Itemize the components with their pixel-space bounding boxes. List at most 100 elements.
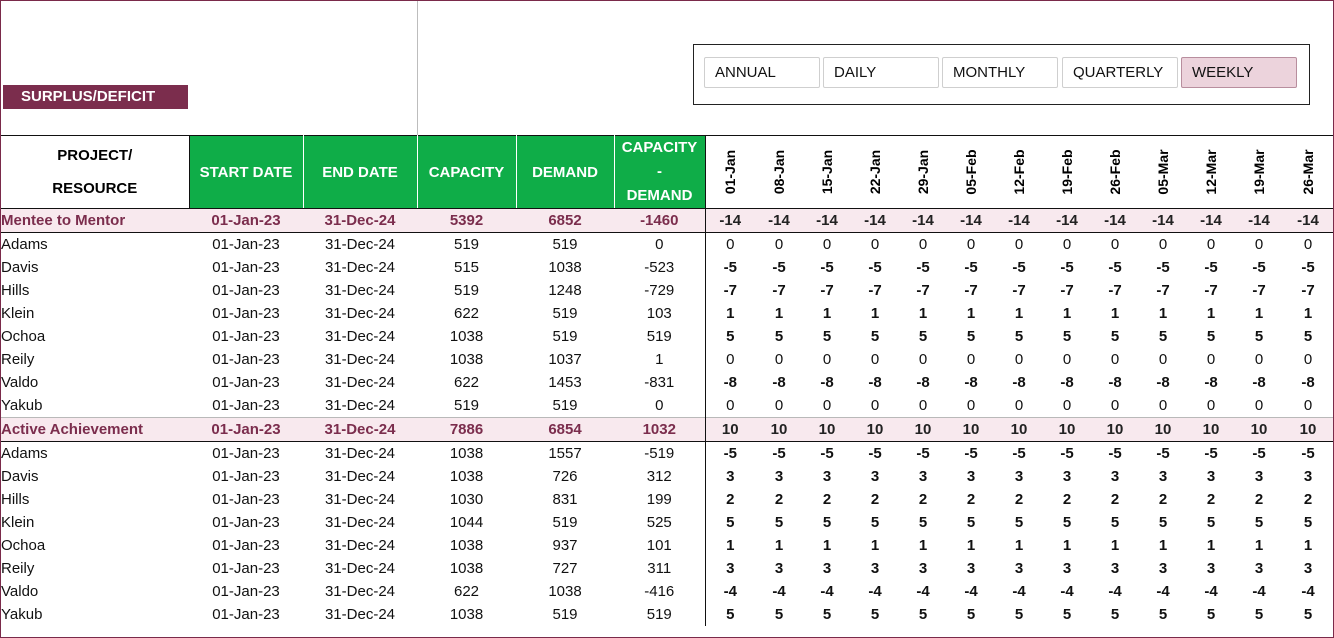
weekly-value-cell[interactable]: -8 <box>1252 374 1266 391</box>
weekly-value-cell[interactable]: -8 <box>1204 374 1218 391</box>
weekly-value-cell[interactable]: 3 <box>1110 560 1120 577</box>
weekly-value-cell[interactable]: -5 <box>772 445 786 462</box>
weekly-value-cell[interactable]: 5 <box>966 514 976 531</box>
weekly-value-cell[interactable]: -8 <box>1108 374 1122 391</box>
capacity-minus-demand-cell[interactable]: 525 <box>614 511 706 534</box>
weekly-value-cell[interactable]: 1 <box>1062 537 1072 554</box>
weekly-value-cell[interactable]: 5 <box>1062 328 1072 345</box>
end-date-cell[interactable]: 31-Dec-24 <box>324 305 396 322</box>
weekly-value-cell[interactable]: -8 <box>916 374 930 391</box>
demand-cell[interactable]: 519 <box>552 397 578 414</box>
weekly-value-cell[interactable]: 0 <box>1206 236 1216 253</box>
weekly-value-cell[interactable]: 2 <box>1303 491 1313 508</box>
weekly-value-cell[interactable]: -8 <box>820 374 834 391</box>
weekly-value-cell[interactable]: 1 <box>726 305 735 322</box>
weekly-value-cell[interactable]: 1 <box>726 537 735 554</box>
demand-cell[interactable]: 6852 <box>516 208 614 233</box>
slicer-weekly-button[interactable]: WEEKLY <box>1181 57 1297 88</box>
weekly-value-cell[interactable]: 0 <box>1206 351 1216 368</box>
end-date-cell[interactable]: 31-Dec-24 <box>324 583 396 600</box>
weekly-value-cell[interactable]: 5 <box>1014 606 1024 623</box>
demand-cell[interactable]: 519 <box>552 606 578 623</box>
weekly-value-cell[interactable]: 3 <box>774 468 784 485</box>
name-cell[interactable]: Adams <box>1 445 48 462</box>
weekly-value-cell[interactable]: -4 <box>1252 583 1266 600</box>
weekly-value-cell[interactable]: -14 <box>1187 208 1235 233</box>
demand-cell[interactable]: 519 <box>552 328 578 345</box>
weekly-value-cell[interactable]: 3 <box>870 468 880 485</box>
weekly-value-cell[interactable]: 5 <box>774 606 784 623</box>
weekly-value-cell[interactable]: -5 <box>1204 445 1218 462</box>
weekly-value-cell[interactable]: 0 <box>1158 236 1168 253</box>
weekly-value-cell[interactable]: 0 <box>1062 351 1072 368</box>
weekly-value-cell[interactable]: 10 <box>851 417 899 442</box>
start-date-cell[interactable]: 01-Jan-23 <box>212 374 280 391</box>
weekly-value-cell[interactable]: 0 <box>726 351 735 368</box>
weekly-value-cell[interactable]: 2 <box>918 491 928 508</box>
start-date-cell[interactable]: 01-Jan-23 <box>212 606 280 623</box>
weekly-value-cell[interactable]: -5 <box>820 445 834 462</box>
demand-cell[interactable]: 519 <box>552 236 578 253</box>
weekly-value-cell[interactable]: 10 <box>1283 417 1333 442</box>
capacity-minus-demand-cell[interactable]: -831 <box>614 371 706 394</box>
end-date-cell[interactable]: 31-Dec-24 <box>324 491 396 508</box>
weekly-value-cell[interactable]: -5 <box>772 259 786 276</box>
weekly-value-cell[interactable]: -4 <box>1060 583 1074 600</box>
weekly-value-cell[interactable]: 0 <box>1158 397 1168 414</box>
weekly-value-cell[interactable]: 0 <box>1303 397 1313 414</box>
weekly-value-cell[interactable]: 5 <box>1206 514 1216 531</box>
weekly-value-cell[interactable]: -8 <box>1012 374 1026 391</box>
weekly-value-cell[interactable]: 3 <box>1014 468 1024 485</box>
weekly-value-cell[interactable]: 0 <box>1110 236 1120 253</box>
weekly-value-cell[interactable]: 1 <box>774 537 784 554</box>
weekly-value-cell[interactable]: 5 <box>966 606 976 623</box>
weekly-value-cell[interactable]: -5 <box>1012 445 1026 462</box>
weekly-value-cell[interactable]: 1 <box>918 537 928 554</box>
weekly-value-cell[interactable]: 1 <box>1206 305 1216 322</box>
weekly-value-cell[interactable]: 0 <box>1254 397 1264 414</box>
weekly-value-cell[interactable]: 0 <box>870 236 880 253</box>
weekly-value-cell[interactable]: -5 <box>1108 259 1122 276</box>
weekly-value-cell[interactable]: -4 <box>723 583 737 600</box>
demand-cell[interactable]: 1453 <box>548 374 582 391</box>
weekly-value-cell[interactable]: 10 <box>1043 417 1091 442</box>
weekly-value-cell[interactable]: 0 <box>1303 236 1313 253</box>
name-cell[interactable]: Valdo <box>1 583 39 600</box>
start-date-cell[interactable]: 01-Jan-23 <box>212 445 280 462</box>
capacity-minus-demand-cell[interactable]: 519 <box>614 603 706 626</box>
demand-cell[interactable]: 831 <box>552 491 578 508</box>
weekly-value-cell[interactable]: 5 <box>1110 606 1120 623</box>
weekly-value-cell[interactable]: -14 <box>1235 208 1283 233</box>
capacity-minus-demand-cell[interactable]: -519 <box>614 441 706 465</box>
weekly-value-cell[interactable]: -5 <box>916 445 930 462</box>
weekly-value-cell[interactable]: 1 <box>774 305 784 322</box>
weekly-value-cell[interactable]: 10 <box>1139 417 1187 442</box>
weekly-value-cell[interactable]: 0 <box>1062 236 1072 253</box>
weekly-value-cell[interactable]: -4 <box>820 583 834 600</box>
weekly-value-cell[interactable]: 5 <box>1206 328 1216 345</box>
weekly-value-cell[interactable]: 10 <box>705 417 755 442</box>
weekly-value-cell[interactable]: 1 <box>1014 305 1024 322</box>
weekly-value-cell[interactable]: 3 <box>1254 468 1264 485</box>
weekly-value-cell[interactable]: -7 <box>1012 282 1026 299</box>
weekly-value-cell[interactable]: 3 <box>1158 560 1168 577</box>
weekly-value-cell[interactable]: 5 <box>1303 606 1313 623</box>
weekly-value-cell[interactable]: 0 <box>774 351 784 368</box>
weekly-value-cell[interactable]: 2 <box>1206 491 1216 508</box>
weekly-value-cell[interactable]: 5 <box>726 328 735 345</box>
weekly-value-cell[interactable]: -7 <box>916 282 930 299</box>
weekly-value-cell[interactable]: 3 <box>918 560 928 577</box>
weekly-value-cell[interactable]: 1 <box>1158 537 1168 554</box>
weekly-value-cell[interactable]: -14 <box>1091 208 1139 233</box>
weekly-value-cell[interactable]: -5 <box>1060 259 1074 276</box>
start-date-cell[interactable]: 01-Jan-23 <box>212 583 280 600</box>
weekly-value-cell[interactable]: 5 <box>1062 606 1072 623</box>
capacity-minus-demand-cell[interactable]: -729 <box>614 279 706 302</box>
weekly-value-cell[interactable]: 5 <box>918 514 928 531</box>
weekly-value-cell[interactable]: -14 <box>1139 208 1187 233</box>
capacity-cell[interactable]: 622 <box>453 305 480 322</box>
weekly-value-cell[interactable]: -7 <box>820 282 834 299</box>
weekly-value-cell[interactable]: -5 <box>868 445 882 462</box>
weekly-value-cell[interactable]: 0 <box>918 236 928 253</box>
weekly-value-cell[interactable]: -7 <box>1108 282 1122 299</box>
